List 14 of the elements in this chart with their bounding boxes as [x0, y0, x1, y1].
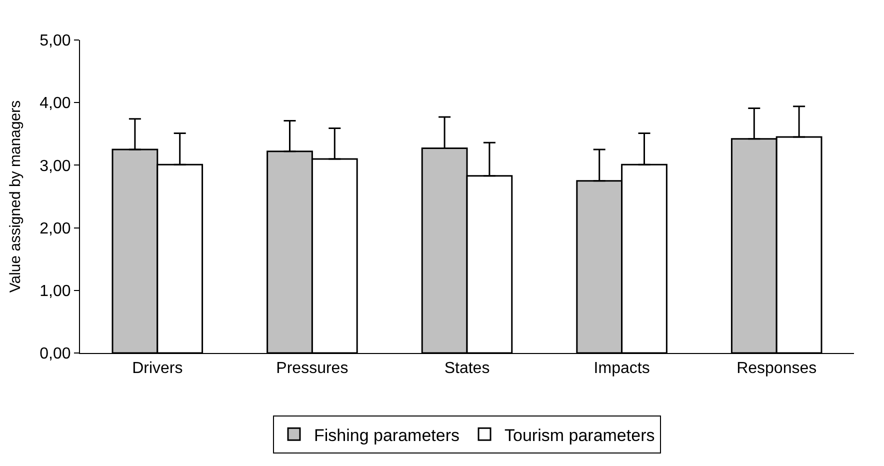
legend-label: Tourism parameters [504, 426, 655, 445]
y-tick-label: 0,00 [40, 346, 71, 363]
y-tick-label: 5,00 [40, 32, 71, 50]
x-tick-label: Responses [736, 360, 817, 378]
x-tick-label: Drivers [132, 360, 183, 378]
y-tick-label: 2,00 [40, 220, 71, 238]
x-tick-label: Pressures [276, 360, 348, 378]
y-axis-title: Value assigned by managers [6, 100, 24, 293]
y-tick-label: 4,00 [40, 95, 71, 112]
y-tick-label: 1,00 [40, 283, 71, 300]
legend-label: Fishing parameters [314, 426, 460, 445]
y-tick-label: 3,00 [40, 158, 71, 175]
x-tick-label: Impacts [594, 360, 650, 378]
x-tick-label: States [444, 360, 490, 378]
